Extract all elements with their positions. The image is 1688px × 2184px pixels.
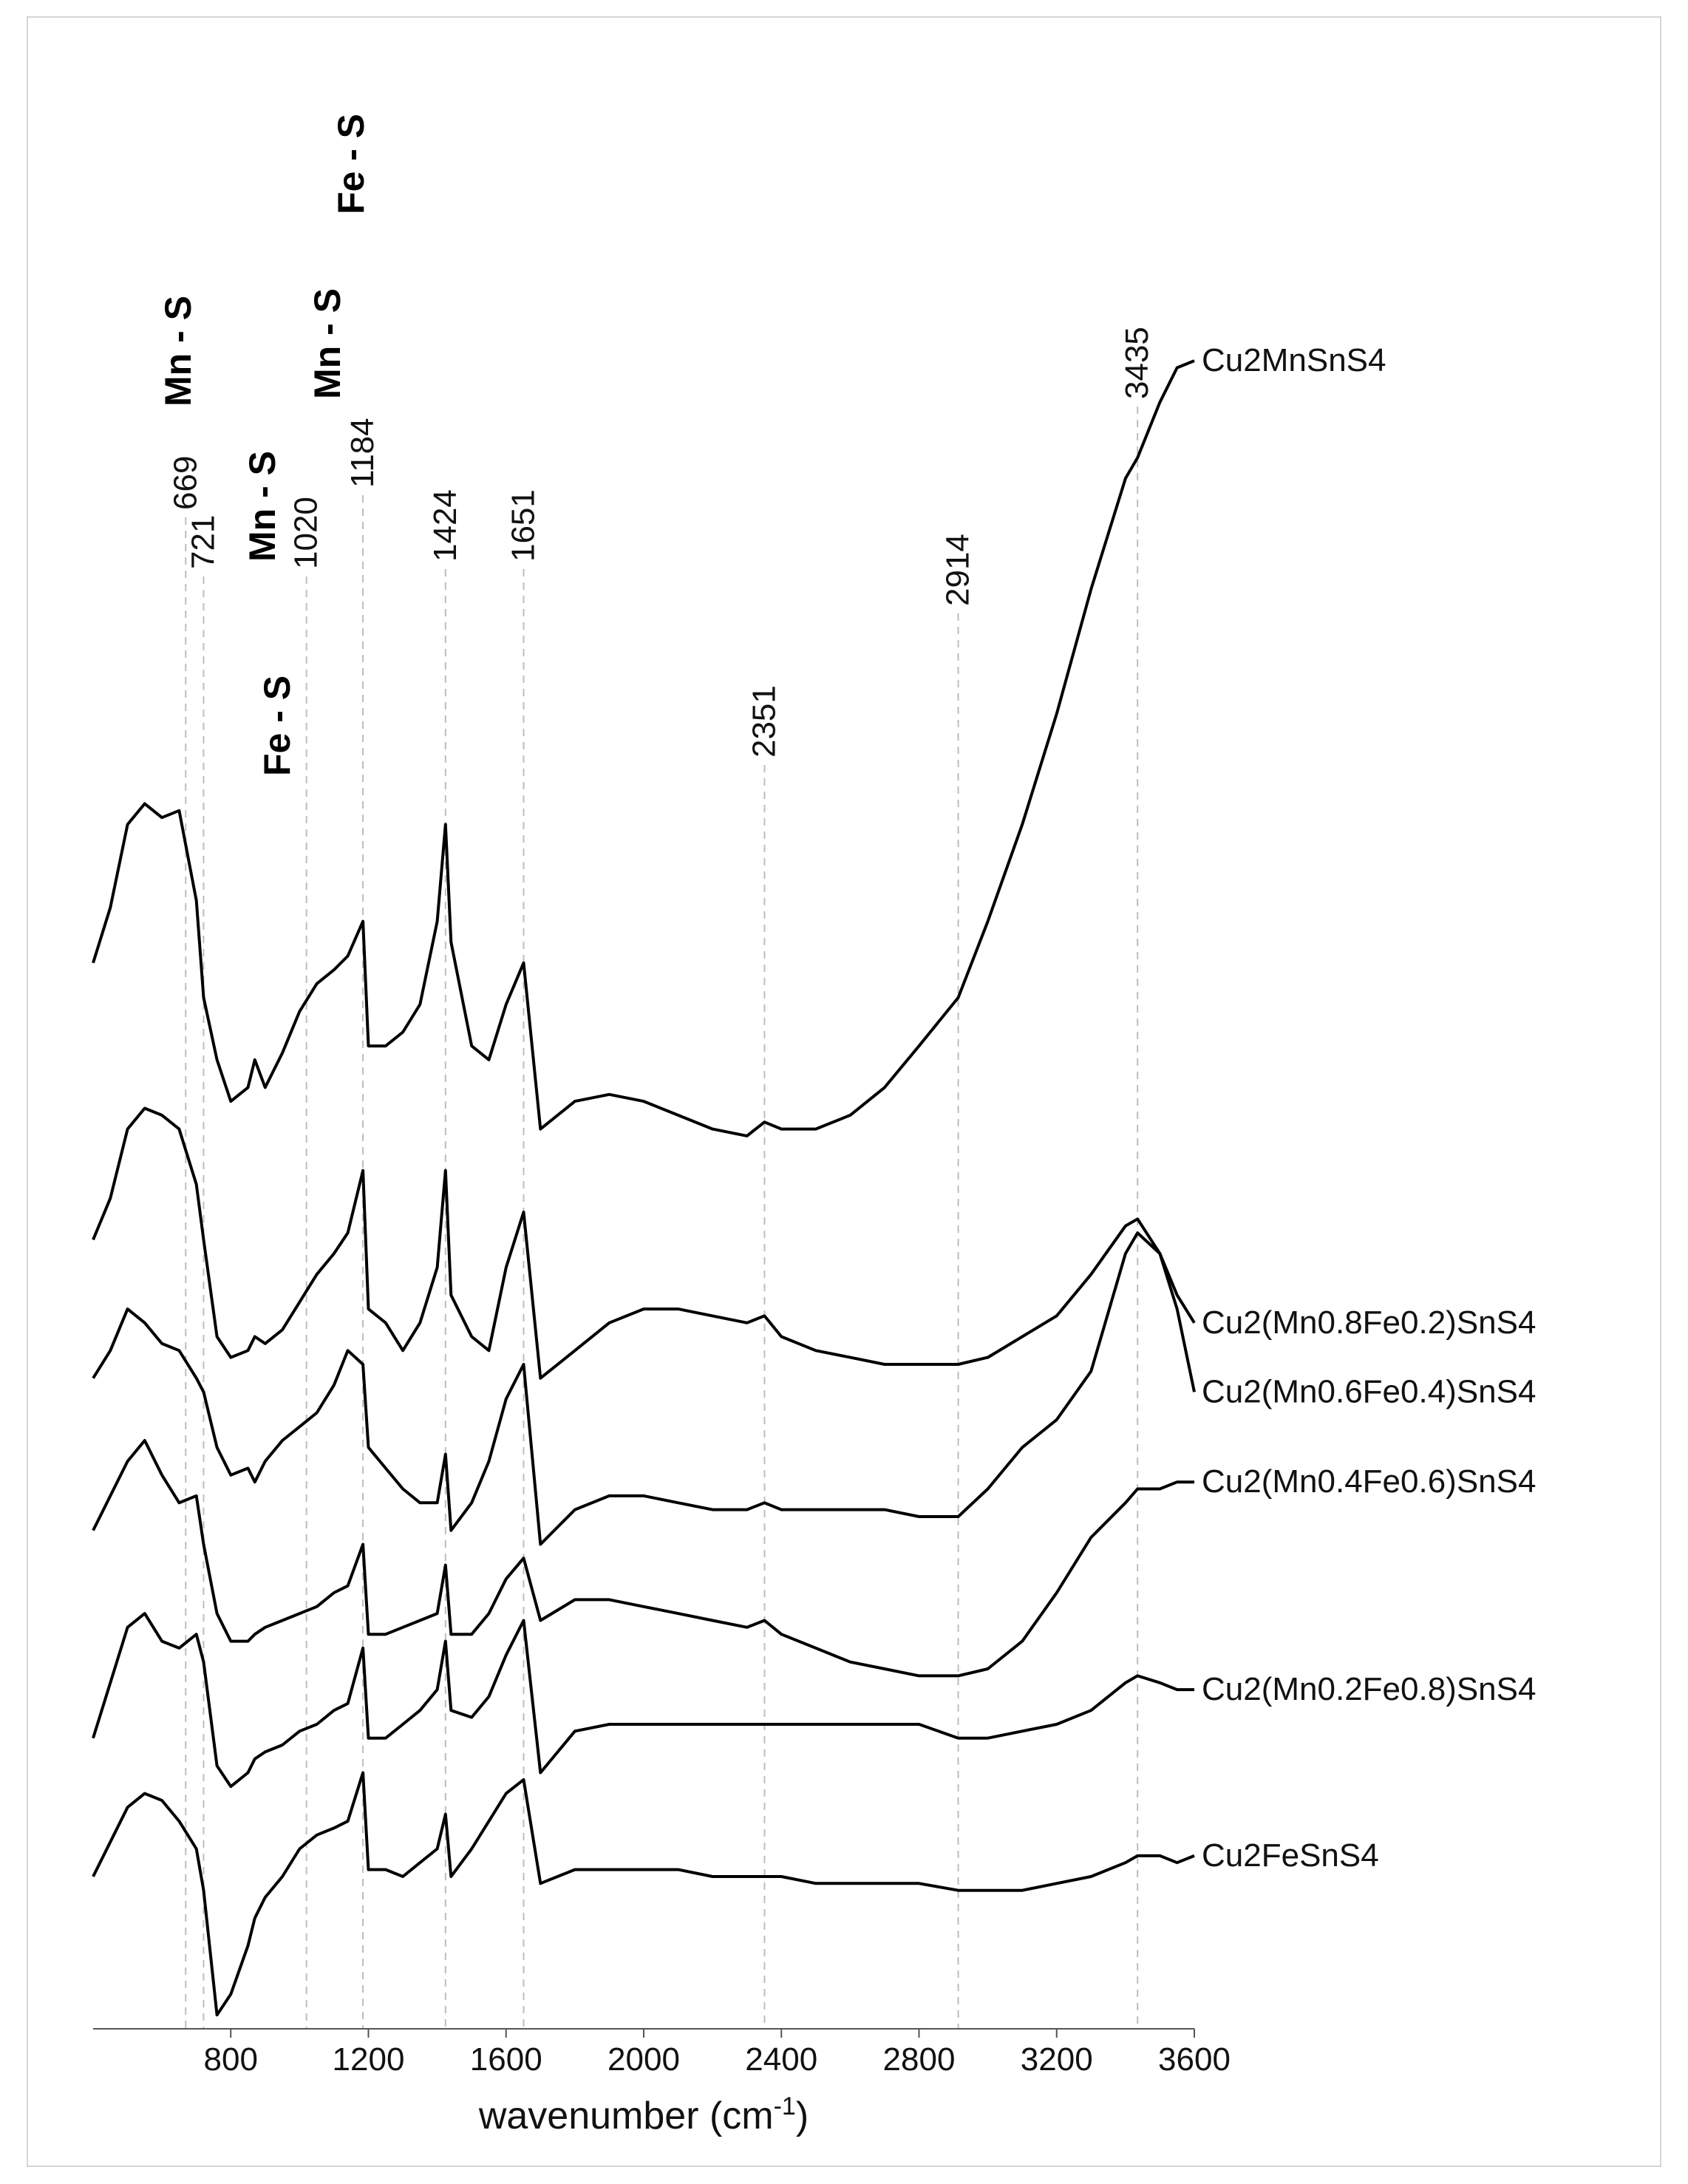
peak-guidelines	[185, 406, 1139, 2029]
x-tick-label: 2400	[745, 2041, 817, 2078]
series-label: Cu2(Mn0.4Fe0.6)SnS4	[1202, 1463, 1536, 1500]
series-label: Cu2(Mn0.2Fe0.8)SnS4	[1202, 1671, 1536, 1707]
series-label: Cu2MnSnS4	[1202, 342, 1386, 378]
spectrum-line	[92, 1106, 1196, 1380]
band-label: Mn - S	[157, 296, 199, 406]
series-labels: Cu2MnSnS4 Cu2(Mn0.8Fe0.2)SnS4 Cu2(Mn0.6Fe0…	[1202, 342, 1536, 1874]
peak-label: 1424	[427, 489, 463, 562]
x-axis-title-sup: -1	[774, 2092, 796, 2120]
peak-labels: 669 721 1020 1184 1424 1651 2351 2914 3435	[167, 327, 1155, 758]
series-label: Cu2(Mn0.8Fe0.2)SnS4	[1202, 1304, 1536, 1341]
peak-label: 669	[167, 456, 203, 510]
spectrum-line	[92, 1771, 1195, 2017]
series-label: Cu2FeSnS4	[1202, 1837, 1379, 1874]
peak-label: 3435	[1119, 327, 1155, 399]
peak-label: 1184	[344, 418, 381, 488]
spectrum-line	[92, 359, 1195, 1137]
x-tick-label: 3200	[1021, 2041, 1093, 2078]
spectrum-line	[92, 1612, 1194, 1789]
spectrum-line	[92, 1231, 1196, 1546]
band-label: Fe - S	[256, 676, 298, 776]
x-tick-label: 3600	[1158, 2041, 1231, 2078]
band-label: Fe - S	[330, 114, 372, 214]
series-label: Cu2(Mn0.6Fe0.4)SnS4	[1202, 1373, 1536, 1409]
x-axis-title-end: )	[796, 2095, 809, 2137]
x-tick-label: 800	[204, 2041, 258, 2078]
x-axis-title: wavenumber (cm-1)	[478, 2092, 809, 2137]
peak-label: 721	[185, 515, 221, 569]
x-axis-title-main: wavenumber (cm	[478, 2095, 774, 2137]
peak-label: 1020	[288, 497, 324, 569]
x-tick-label: 2000	[608, 2041, 680, 2078]
x-ticks: 800 1200 1600 2000 2400 2800 3200 3600	[204, 2029, 1231, 2078]
peak-label: 2914	[940, 534, 976, 606]
band-labels: Mn - S Mn - S Fe - S Mn - S Fe - S	[157, 114, 372, 776]
x-tick-label: 1200	[333, 2041, 405, 2078]
peak-label: 2351	[746, 685, 782, 758]
x-tick-label: 1600	[470, 2041, 542, 2078]
peak-label: 1651	[505, 489, 541, 562]
figure-frame	[27, 16, 1661, 2167]
spectra	[92, 359, 1196, 2017]
band-label: Mn - S	[242, 451, 283, 562]
x-tick-label: 2800	[883, 2041, 956, 2078]
spectrum-line	[92, 1439, 1194, 1678]
band-label: Mn - S	[307, 288, 348, 399]
